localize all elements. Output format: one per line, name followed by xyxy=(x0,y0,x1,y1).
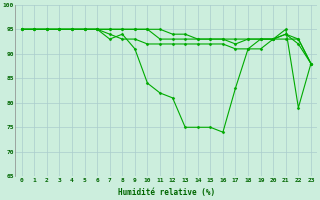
X-axis label: Humidité relative (%): Humidité relative (%) xyxy=(118,188,215,197)
